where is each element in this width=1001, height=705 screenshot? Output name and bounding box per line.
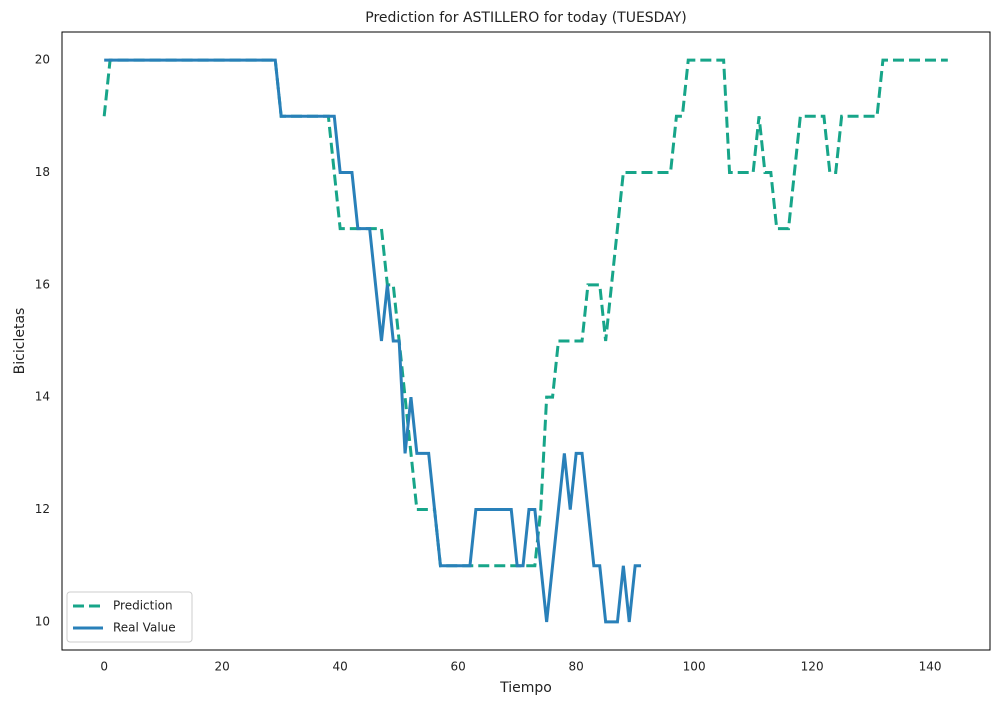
x-tick-label: 120 (801, 660, 824, 674)
y-tick-label: 20 (35, 53, 50, 67)
y-tick-label: 10 (35, 614, 50, 628)
y-axis-label: Bicicletas (12, 308, 28, 375)
y-tick-label: 12 (35, 502, 50, 516)
x-tick-label: 0 (100, 660, 108, 674)
x-tick-label: 60 (451, 660, 466, 674)
chart-title: Prediction for ASTILLERO for today (TUES… (365, 10, 686, 26)
x-tick-label: 100 (683, 660, 706, 674)
x-tick-label: 40 (333, 660, 348, 674)
y-tick-label: 18 (35, 165, 50, 179)
plot-frame (61, 31, 991, 651)
data-line (104, 58, 642, 624)
legend-label: Real Value (113, 621, 176, 635)
y-tick-label: 14 (35, 390, 50, 404)
x-axis-label: Tiempo (499, 680, 552, 696)
legend: Prediction Real Value (66, 591, 193, 643)
y-tick-label: 16 (35, 277, 50, 291)
x-tick-label: 140 (919, 660, 942, 674)
data-line (102, 58, 948, 568)
legend-label: Prediction (113, 599, 173, 613)
x-tick-label: 80 (569, 660, 584, 674)
x-tick-label: 20 (215, 660, 230, 674)
